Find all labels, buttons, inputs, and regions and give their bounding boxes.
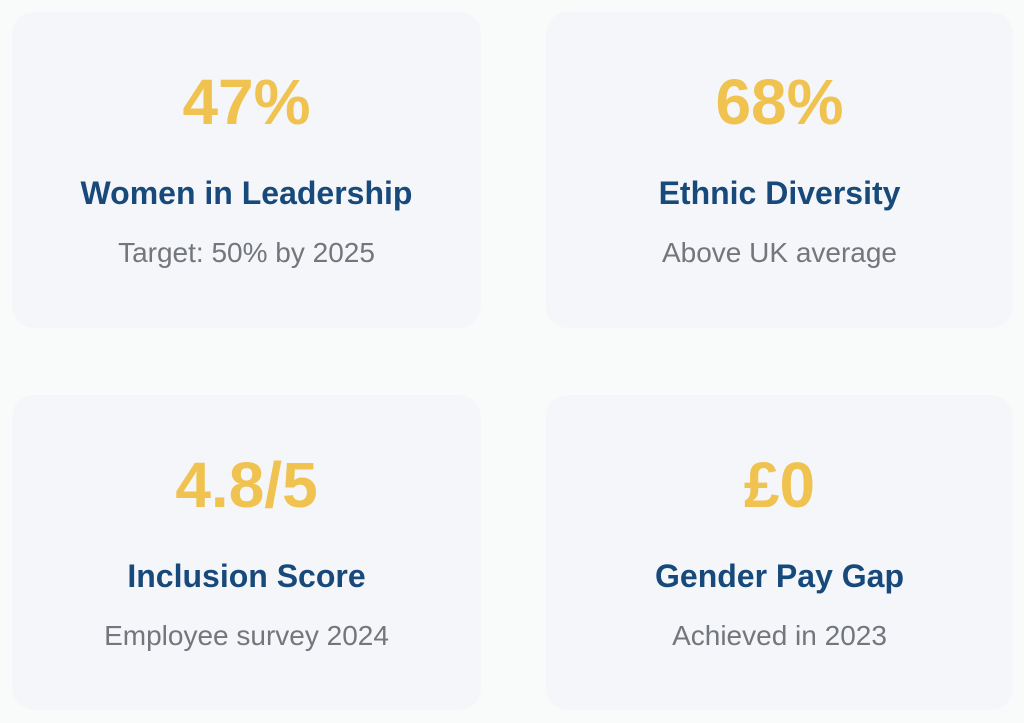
- stat-subtitle: Achieved in 2023: [672, 619, 887, 651]
- stat-value: £0: [743, 448, 816, 521]
- stat-title: Inclusion Score: [127, 557, 366, 594]
- stat-title: Women in Leadership: [80, 175, 413, 211]
- stat-title: Gender Pay Gap: [655, 557, 904, 594]
- stat-title: Ethnic Diversity: [658, 175, 901, 211]
- stat-value: 68%: [715, 66, 844, 138]
- stat-value: 47%: [182, 66, 311, 138]
- stat-subtitle: Employee survey 2024: [104, 619, 389, 651]
- stat-card-women-in-leadership: 47% Women in Leadership Target: 50% by 2…: [12, 12, 481, 328]
- stat-card-inclusion-score: 4.8/5 Inclusion Score Employee survey 20…: [12, 395, 481, 710]
- stat-subtitle: Above UK average: [661, 237, 898, 269]
- stat-subtitle: Target: 50% by 2025: [118, 237, 375, 269]
- stat-card-ethnic-diversity: 68% Ethnic Diversity Above UK average: [546, 12, 1013, 328]
- stat-card-gender-pay-gap: £0 Gender Pay Gap Achieved in 2023: [546, 395, 1013, 710]
- stat-value: 4.8/5: [175, 448, 318, 521]
- stats-grid: 47% Women in Leadership Target: 50% by 2…: [12, 12, 1013, 710]
